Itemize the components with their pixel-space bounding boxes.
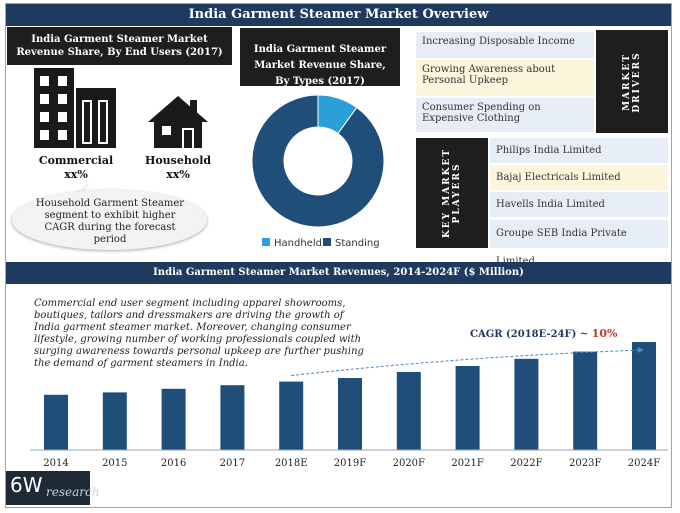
callout-bubble	[12, 190, 207, 250]
bar-2023F	[573, 351, 598, 450]
driver-item: Growing Awareness about Personal Upkeep	[416, 60, 594, 96]
tick-label-2014: 2014	[43, 458, 68, 469]
player-item: Bajaj Electricals Limited	[490, 165, 668, 190]
tick-label-2017: 2017	[220, 458, 245, 469]
tick-label-2022F: 2022F	[510, 458, 542, 469]
player-item: Groupe SEB India Private Limited	[490, 220, 668, 267]
page-title: India Garment Steamer Market Overview	[6, 4, 671, 26]
types-label: India Garment Steamer Market Revenue Sha…	[240, 28, 400, 87]
tick-label-2019F: 2019F	[334, 458, 366, 469]
standing-swatch	[323, 238, 331, 246]
6w-logo: 6W research	[6, 471, 99, 505]
household-label: Household	[144, 154, 212, 167]
tick-label-2023F: 2023F	[569, 458, 601, 469]
tick-label-2016: 2016	[161, 458, 186, 469]
cagr-value: 10%	[591, 327, 618, 340]
tick-label-2018E: 2018E	[275, 458, 308, 469]
cagr-arrow-head	[638, 347, 644, 353]
bar-2015	[102, 392, 127, 450]
bar-2014	[44, 394, 68, 450]
donut-slice-standing	[251, 94, 385, 228]
callout-text: Household Garment Steamer segment to exh…	[35, 198, 185, 245]
bar-2017	[220, 385, 245, 450]
revenues-title: India Garment Steamer Market Revenues, 2…	[6, 262, 671, 284]
household-share: xx%	[166, 168, 190, 181]
commercial-share: xx%	[64, 168, 88, 181]
end-users-label: India Garment Steamer Market Revenue Sha…	[7, 27, 232, 65]
bar-2024F	[632, 342, 656, 450]
cagr-trend-arrow	[291, 349, 645, 377]
bar-2020F	[396, 372, 421, 450]
legend-standing: Standing	[323, 238, 380, 249]
logo-text: research	[46, 485, 100, 499]
revenue-bar-chart: 2014 2015 2016 2017 2018E 2019F 2020F 2021F 2022…	[30, 342, 668, 469]
revenues-paragraph: Commercial end user segment including ap…	[34, 298, 364, 369]
bar-2021F	[455, 366, 480, 450]
logo-mark: 6W	[10, 473, 43, 497]
commercial-building-icon	[34, 68, 116, 148]
bar-2018E	[279, 381, 304, 450]
cagr-label: CAGR (2018E-24F) ~	[470, 329, 592, 340]
commercial-label: Commercial	[38, 154, 114, 167]
key-players-label: KEY MARKET PLAYERS	[416, 138, 488, 248]
legend-handheld: Handheld	[262, 238, 322, 249]
house-icon	[148, 96, 208, 148]
driver-item: Consumer Spending on Expensive Clothing	[416, 98, 594, 132]
market-drivers-label: MARKET DRIVERS	[596, 30, 668, 133]
cagr-annotation: CAGR (2018E-24F) ~ 10%	[470, 327, 617, 340]
handheld-swatch	[262, 238, 270, 246]
tick-label-2021F: 2021F	[451, 458, 483, 469]
legend-handheld-label: Handheld	[274, 238, 322, 249]
bar-2022F	[514, 358, 539, 450]
bar-2019F	[338, 378, 362, 450]
player-item: Havells India Limited	[490, 192, 668, 217]
page-frame	[5, 3, 672, 508]
tick-label-2015: 2015	[102, 458, 127, 469]
bar-2016	[161, 388, 186, 450]
tick-label-2020F: 2020F	[393, 458, 425, 469]
driver-item: Increasing Disposable Income	[416, 32, 594, 58]
player-item: Philips India Limited	[490, 138, 668, 163]
legend-standing-label: Standing	[335, 238, 380, 249]
tick-label-2024F: 2024F	[628, 458, 660, 469]
type-share-donut	[251, 94, 385, 228]
